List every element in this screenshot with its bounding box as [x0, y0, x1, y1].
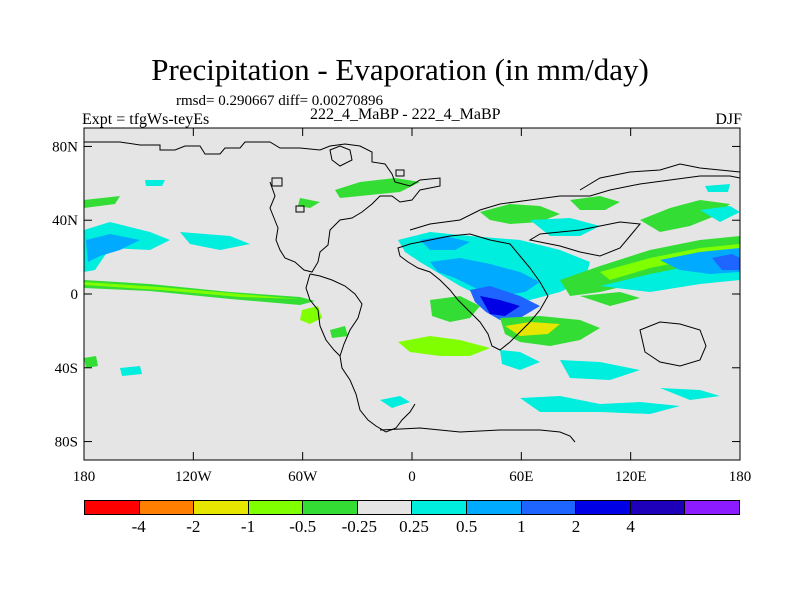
y-tick-label: 80S — [55, 435, 78, 451]
x-axis: 180 120W 60W 0 60E 120E 180 — [73, 128, 752, 485]
contour-cyan — [84, 222, 170, 272]
rmsd-diff-stats: rmsd= 0.290667 diff= 0.00270896 — [176, 93, 384, 109]
colorbar-labels: -4 -2 -1 -0.5 -0.25 0.25 0.5 1 2 4 — [0, 517, 800, 541]
colorbar-swatch — [85, 501, 140, 514]
contour-green — [580, 292, 640, 306]
x-tick-label: 0 — [408, 469, 416, 485]
contour-light-blue — [430, 258, 540, 296]
colorbar-swatch — [467, 501, 522, 514]
colorbar — [84, 500, 740, 515]
contour-light-green — [398, 336, 490, 356]
contour-cyan — [530, 218, 600, 236]
contour-green — [480, 204, 560, 224]
colorbar-label: 4 — [626, 517, 635, 536]
contour-green — [84, 356, 98, 368]
y-tick-label: 40S — [55, 361, 78, 377]
y-tick-label: 0 — [71, 287, 79, 303]
contour-cyan — [500, 350, 540, 370]
contour-cyan — [380, 396, 410, 408]
coastline-eurasia — [409, 175, 740, 231]
colorbar-swatch — [303, 501, 358, 514]
contour-cyan — [180, 232, 250, 250]
x-tick-label: 60W — [288, 469, 318, 485]
contour-cyan — [120, 366, 142, 376]
coastlines — [84, 141, 740, 443]
plot-title: Precipitation - Evaporation (in mm/day) — [151, 52, 649, 87]
experiment-label: Expt = tfgWs-teyEs — [82, 111, 210, 128]
colorbar-swatch — [630, 501, 686, 514]
contour-blue — [712, 254, 740, 270]
contour-cyan — [520, 396, 680, 414]
coastline-island — [395, 169, 405, 177]
coastline-australia — [639, 321, 707, 367]
contour-green — [570, 196, 620, 210]
x-tick-label: 180 — [73, 469, 96, 485]
contour-light-blue — [86, 234, 140, 262]
plot-subtitle: 222_4_MaBP - 222_4_MaBP — [310, 106, 501, 123]
colorbar-label: -2 — [186, 517, 201, 536]
y-tick-label: 80N — [52, 139, 78, 155]
contour-cyan — [705, 184, 730, 192]
colorbar-swatch — [194, 501, 249, 514]
coastline-south-america-west — [305, 273, 341, 357]
colorbar-label: -4 — [131, 517, 146, 536]
colorbar-swatch — [248, 501, 304, 514]
colorbar-swatch — [521, 501, 577, 514]
colorbar-label: 0.25 — [399, 517, 429, 536]
contour-fields — [84, 178, 740, 414]
colorbar-swatch — [576, 501, 631, 514]
y-tick-label: 40N — [52, 213, 78, 229]
colorbar-swatch — [412, 501, 468, 514]
colorbar-swatch — [685, 501, 739, 514]
coastline-island — [271, 177, 283, 187]
coastline-asia-south — [528, 221, 641, 257]
colorbar-swatch — [357, 501, 413, 514]
colorbar-label: -0.25 — [341, 517, 378, 536]
x-tick-label: 120E — [615, 469, 647, 485]
coastline-island — [295, 205, 305, 213]
y-axis: 80N 40N 0 40S 80S — [52, 139, 740, 451]
season-label: DJF — [715, 111, 742, 128]
contour-green — [430, 296, 480, 322]
contour-dark-blue — [480, 296, 520, 316]
contour-green — [330, 326, 348, 338]
contour-light-green — [84, 282, 300, 299]
coastline-antarctica — [379, 427, 576, 443]
colorbar-label: 1 — [517, 517, 526, 536]
x-tick-label: 180 — [729, 469, 752, 485]
contour-cyan — [660, 388, 720, 400]
coastline-africa — [397, 233, 549, 351]
contour-yellow — [505, 322, 560, 336]
contour-green — [84, 196, 120, 208]
colorbar-label: 2 — [571, 517, 581, 536]
x-tick-label: 120W — [175, 469, 213, 485]
contour-green — [640, 200, 730, 232]
colorbar-label: -1 — [240, 517, 256, 536]
colorbar-label: -0.5 — [289, 517, 317, 536]
contour-cyan — [700, 206, 740, 222]
contour-cyan — [145, 180, 165, 186]
coastline-north-america — [84, 141, 441, 273]
colorbar-swatch — [139, 501, 195, 514]
coastline-arctic-asia — [579, 163, 740, 191]
coastline-greenland — [329, 145, 353, 167]
x-tick-label: 60E — [509, 469, 533, 485]
colorbar-label: 0.5 — [456, 517, 478, 536]
contour-cyan — [560, 360, 640, 380]
contour-green — [300, 306, 322, 324]
